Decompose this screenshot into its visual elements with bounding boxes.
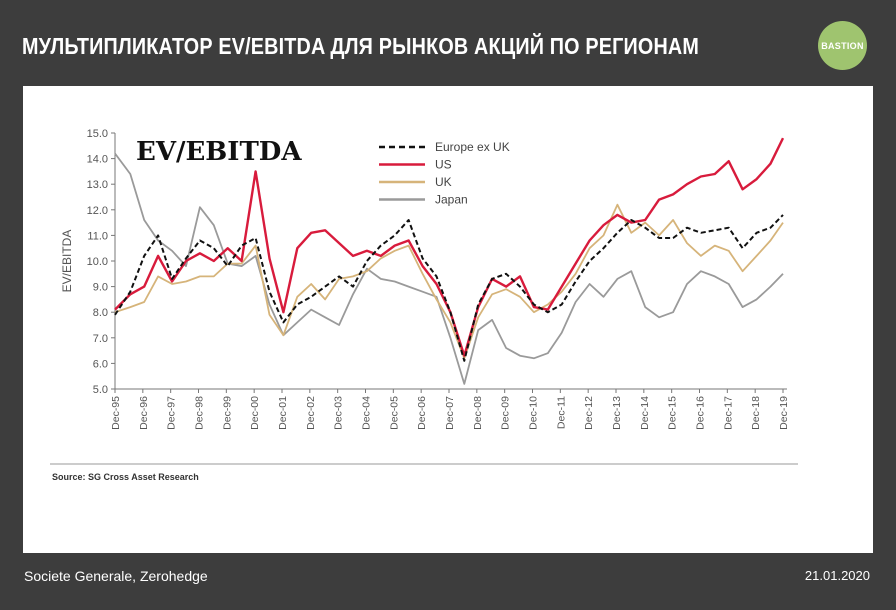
series-line-uk	[114, 203, 784, 360]
y-tick-label: 9.0	[93, 282, 108, 294]
x-tick-label: Dec-10	[528, 396, 540, 430]
bastion-logo: BASTION	[818, 21, 867, 70]
x-tick-label: Dec-08	[472, 396, 484, 430]
x-tick-label: Dec-00	[249, 396, 261, 430]
x-tick-label: Dec-03	[333, 396, 345, 430]
chart-panel: 5.0 6.0 7.0 8.0 9.0 10.0 11.0 12.0 13.0 14.0 15.0 E…	[23, 86, 873, 553]
x-tick-label: Dec-05	[388, 396, 400, 430]
x-tick-label: Dec-17	[722, 396, 734, 430]
y-tick-label: 12.0	[87, 205, 108, 217]
x-tick-label: Dec-11	[555, 396, 567, 429]
legend-label: UK	[435, 175, 452, 189]
x-tick-label: Dec-14	[639, 396, 651, 430]
y-tick-label: 11.0	[87, 230, 108, 242]
y-tick-label: 10.0	[87, 256, 108, 268]
x-tick-label: Dec-97	[166, 396, 178, 430]
x-tick-label: Dec-01	[277, 396, 289, 430]
y-tick-label: 8.0	[93, 307, 108, 319]
chart-title: EV/EBITDA	[136, 137, 302, 167]
x-tick-label: Dec-96	[138, 396, 150, 430]
x-tick-label: Dec-98	[194, 396, 206, 430]
x-tick-label: Dec-16	[695, 396, 707, 430]
y-tick-label: 14.0	[87, 154, 108, 166]
x-tick-label: Dec-02	[305, 396, 317, 430]
x-tick-label: Dec-12	[583, 396, 595, 430]
x-tick-label: Dec-18	[750, 396, 762, 430]
footer-source: Societe Generale, Zerohedge	[24, 568, 208, 584]
ev-ebitda-chart: 5.0 6.0 7.0 8.0 9.0 10.0 11.0 12.0 13.0 14.0 15.0 E…	[50, 128, 798, 482]
y-tick-label: 13.0	[87, 179, 108, 191]
footer-date: 21.01.2020	[804, 568, 870, 583]
source-note: Source: SG Cross Asset Research	[52, 472, 199, 482]
y-tick-label: 6.0	[93, 358, 108, 370]
x-tick-label: Dec-07	[444, 396, 456, 430]
x-tick-label: Dec-19	[778, 396, 790, 430]
x-tick-label: Dec-99	[221, 396, 233, 430]
series-line-europe-ex-uk	[114, 214, 784, 362]
logo-text: BASTION	[821, 40, 864, 51]
x-tick-label: Dec-13	[611, 396, 623, 430]
x-tick-label: Dec-06	[416, 396, 428, 430]
legend-label: Europe ex UK	[435, 140, 510, 154]
y-tick-label: 5.0	[93, 384, 108, 396]
x-tick-label: Dec-09	[500, 396, 512, 430]
legend-label: US	[435, 158, 452, 172]
x-tick-label: Dec-04	[361, 396, 373, 430]
y-tick-label: 7.0	[93, 333, 108, 345]
y-tick-label: 15.0	[87, 128, 108, 140]
y-axis-label: EV/EBITDA	[60, 230, 74, 293]
x-tick-label: Dec-15	[667, 396, 679, 430]
page-title: МУЛЬТИПЛИКАТОР EV/EBITDA ДЛЯ РЫНКОВ АКЦИ…	[22, 33, 700, 59]
legend-label: Japan	[435, 193, 468, 207]
x-tick-label: Dec-95	[110, 396, 122, 430]
